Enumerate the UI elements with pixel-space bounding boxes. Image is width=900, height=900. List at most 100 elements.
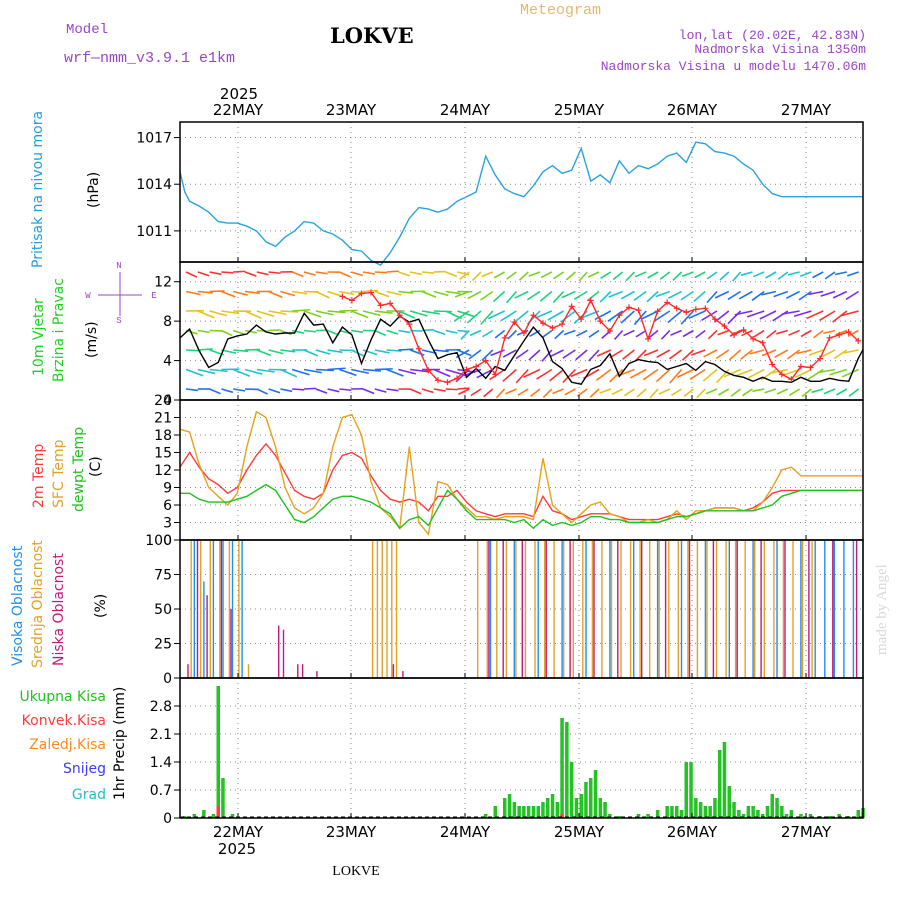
- wind-arrow: [727, 310, 742, 325]
- cloud-unit: (%): [93, 594, 109, 618]
- wind-arrow: [327, 388, 340, 393]
- wind-arrow: [808, 349, 824, 356]
- wind-arrow: [693, 290, 706, 302]
- y-tick-label: 12: [154, 463, 172, 479]
- wind-arrow: [303, 310, 322, 318]
- wind-arrow: [315, 368, 334, 372]
- wind-arrow: [526, 290, 541, 301]
- wind-arrow: [740, 349, 753, 360]
- bar: [664, 540, 667, 678]
- wind-arrow: [655, 290, 671, 298]
- wind-arrow: [609, 368, 624, 383]
- gust-marker: [348, 297, 355, 304]
- wind-arrow: [480, 310, 494, 325]
- wind-arrow: [749, 349, 765, 355]
- wind-arrow: [660, 329, 671, 340]
- gust-marker: [635, 307, 642, 314]
- gust-marker: [855, 337, 862, 344]
- bar: [765, 806, 770, 818]
- bar: [582, 540, 584, 678]
- gust-marker: [683, 309, 690, 316]
- gust-marker: [463, 366, 470, 373]
- wind-arrow: [594, 310, 612, 321]
- y-tick-label: 50: [154, 602, 172, 618]
- bar: [670, 806, 674, 818]
- wind-arrow: [268, 349, 284, 355]
- wind-arrow: [689, 368, 706, 380]
- wind-arrow: [845, 290, 860, 301]
- bar: [381, 540, 383, 678]
- wind-arrow: [374, 271, 387, 274]
- wind-arrow: [433, 329, 446, 336]
- y-tick-label: 25: [154, 637, 172, 653]
- bar: [560, 814, 564, 818]
- y-tick-label: 1011: [136, 224, 172, 240]
- wind-arrow: [607, 310, 624, 322]
- wind-arrow: [682, 329, 694, 338]
- gust-marker: [492, 371, 499, 378]
- bar: [799, 814, 803, 818]
- wind-arrow: [540, 271, 553, 279]
- watermark: made by Angel: [874, 564, 890, 655]
- wind-arrow: [539, 290, 553, 302]
- wind-compass: N S W E: [85, 261, 156, 326]
- bar: [512, 802, 517, 818]
- wind-arrow: [350, 271, 363, 277]
- bar: [505, 540, 508, 678]
- wind-arrow: [514, 290, 529, 299]
- wind-arrow: [553, 271, 565, 280]
- wind-arrow: [470, 388, 482, 397]
- wind-arrow: [268, 271, 281, 275]
- compass-north: N: [116, 261, 121, 271]
- wind-arrow: [659, 271, 671, 280]
- temp-side-label-1: 2m Temp: [31, 444, 47, 508]
- bar: [751, 806, 755, 818]
- wind-arrow: [398, 329, 411, 334]
- bar: [649, 540, 651, 678]
- wind-arrow: [667, 290, 682, 300]
- wind-arrow: [576, 329, 588, 337]
- bar: [524, 540, 527, 678]
- wind-arrow: [620, 290, 635, 300]
- wind-arrow: [563, 329, 576, 336]
- wind-arrow: [507, 329, 517, 340]
- wind-arrow: [221, 388, 234, 394]
- gust-marker: [587, 297, 594, 304]
- bar: [773, 540, 775, 678]
- series-line: [179, 141, 863, 266]
- wind-arrow: [695, 329, 706, 339]
- bar: [550, 794, 555, 818]
- bar: [371, 540, 374, 678]
- wind-arrow: [303, 349, 319, 357]
- model-label: Model: [66, 22, 108, 38]
- wind-arrow: [459, 271, 470, 281]
- wind-arrow: [759, 310, 777, 320]
- y-tick-label: 21: [154, 411, 172, 427]
- wind-arrow: [469, 329, 482, 337]
- wind-arrow: [480, 290, 494, 301]
- wind-arrow: [398, 290, 414, 294]
- bar: [553, 540, 555, 678]
- y-tick-label: 4: [163, 354, 172, 370]
- bar: [584, 782, 588, 818]
- bar: [392, 664, 395, 678]
- wind-arrow: [185, 368, 204, 377]
- wind-arrow: [647, 271, 659, 279]
- wind-arrow: [588, 329, 600, 338]
- precip-legend-hail: Grad: [72, 787, 106, 803]
- gust-marker: [339, 293, 346, 300]
- y-tick-label: 2.1: [150, 727, 172, 743]
- wind-arrow: [706, 290, 718, 304]
- wind-arrow: [788, 388, 801, 397]
- wind-arrow: [495, 388, 506, 399]
- wind-arrow: [728, 349, 742, 361]
- wind-arrow: [595, 368, 612, 381]
- bar: [192, 814, 197, 818]
- wind-arrow: [761, 349, 777, 357]
- wind-arrow: [362, 368, 382, 372]
- wind-arrow: [793, 310, 812, 318]
- bar: [760, 814, 765, 818]
- gust-marker: [511, 319, 518, 326]
- gust-marker: [692, 306, 699, 313]
